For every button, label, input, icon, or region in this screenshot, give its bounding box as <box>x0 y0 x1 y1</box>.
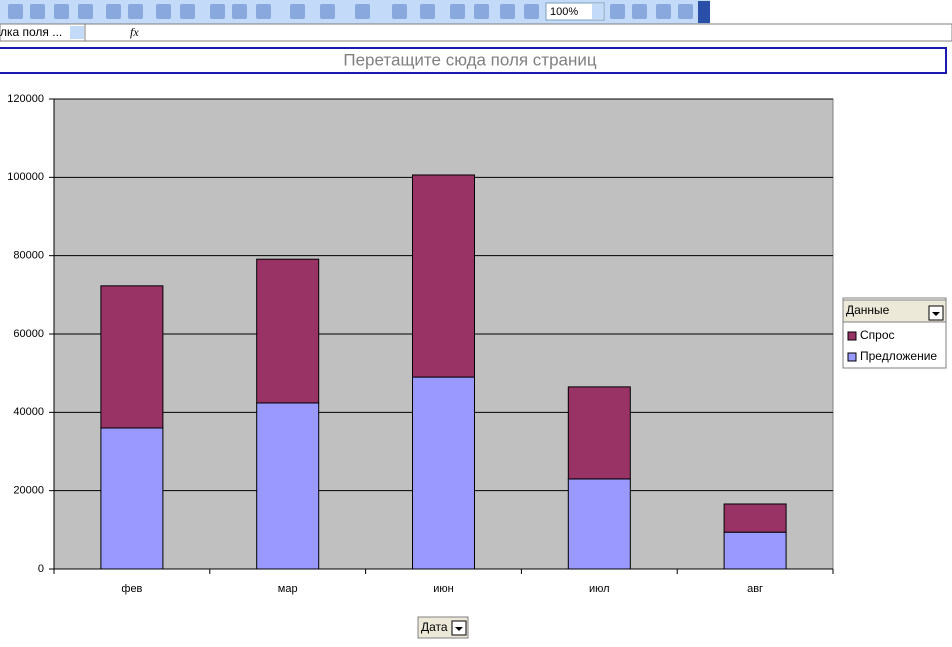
toolbar-options[interactable] <box>698 1 710 23</box>
y-tick-label: 100000 <box>7 171 44 183</box>
toolbar-button[interactable] <box>128 4 143 19</box>
bar-segment <box>256 258 320 404</box>
toolbar-button[interactable] <box>180 4 195 19</box>
bar-segment <box>723 503 787 533</box>
toolbar-button[interactable] <box>678 4 693 19</box>
bar-segment <box>100 427 164 570</box>
toolbar-button[interactable] <box>106 4 121 19</box>
toolbar-button[interactable] <box>8 4 23 19</box>
y-tick-label: 20000 <box>13 485 44 497</box>
toolbar-icons <box>8 4 693 19</box>
fx-button[interactable]: fx <box>130 25 139 39</box>
x-tick-label: мар <box>278 583 298 595</box>
toolbar-button[interactable] <box>420 4 435 19</box>
category-field-label: Дата <box>421 620 448 634</box>
toolbar-button[interactable] <box>290 4 305 19</box>
toolbar-button[interactable] <box>632 4 647 19</box>
toolbar-button[interactable] <box>78 4 93 19</box>
name-box-dropdown[interactable] <box>70 26 84 39</box>
legend-label: Предложение <box>860 349 937 363</box>
toolbar-button[interactable] <box>524 4 539 19</box>
page-field-hint: Перетащите сюда поля страниц <box>343 50 597 69</box>
dropdown-arrow <box>455 627 463 631</box>
toolbar-button[interactable] <box>610 4 625 19</box>
bar-segment <box>256 402 320 570</box>
zoom-dropdown[interactable] <box>592 4 603 19</box>
bar-segment <box>412 376 475 570</box>
name-box-text: лка поля ... <box>0 25 62 39</box>
x-tick-label: июн <box>433 583 453 595</box>
toolbar-button[interactable] <box>30 4 45 19</box>
y-tick-label: 120000 <box>7 93 44 105</box>
pivot-chart: 0 20000 40000 60000 80000 100000 120000 фев мар и… <box>7 93 947 639</box>
formula-bar <box>0 23 952 42</box>
y-tick-label: 0 <box>38 563 44 575</box>
bar-segment <box>567 478 631 570</box>
toolbar-button[interactable] <box>156 4 171 19</box>
page-field-area <box>0 47 947 74</box>
toolbar-button[interactable] <box>256 4 271 19</box>
toolbar-button[interactable] <box>210 4 225 19</box>
bar-segment <box>723 531 787 570</box>
toolbar-empty <box>710 0 952 24</box>
toolbar-button[interactable] <box>392 4 407 19</box>
toolbar-button[interactable] <box>450 4 465 19</box>
toolbar-button[interactable] <box>656 4 671 19</box>
legend-field-button[interactable] <box>842 299 947 323</box>
legend-swatch <box>847 352 857 362</box>
bar-segment <box>567 386 631 480</box>
legend-label: Спрос <box>860 328 895 342</box>
legend-swatch <box>847 331 857 341</box>
toolbar-button[interactable] <box>232 4 247 19</box>
toolbar-button[interactable] <box>54 4 69 19</box>
y-tick-label: 40000 <box>13 406 44 418</box>
legend-field-label: Данные <box>846 303 890 317</box>
x-tick-label: фев <box>121 583 142 595</box>
bar-segment <box>100 285 164 429</box>
dropdown-arrow <box>932 312 940 316</box>
toolbar-button[interactable] <box>355 4 370 19</box>
name-box[interactable] <box>0 23 86 42</box>
y-tick-label: 80000 <box>13 250 44 262</box>
zoom-value: 100% <box>550 6 578 18</box>
x-tick-label: авг <box>747 583 763 595</box>
bar-segment <box>412 174 475 378</box>
toolbar-button[interactable] <box>474 4 489 19</box>
toolbar-button[interactable] <box>500 4 515 19</box>
zoom-box[interactable] <box>545 2 605 21</box>
toolbar-button[interactable] <box>320 4 335 19</box>
x-tick-label: июл <box>589 583 610 595</box>
y-tick-label: 60000 <box>13 328 44 340</box>
